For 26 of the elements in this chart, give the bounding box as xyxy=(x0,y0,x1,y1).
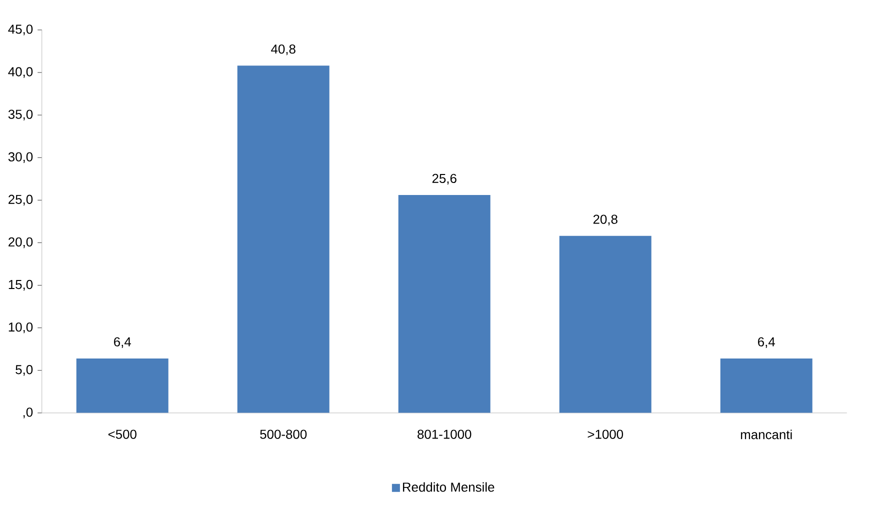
y-tick-label: 10,0 xyxy=(8,322,33,334)
data-label: 6,4 xyxy=(758,337,775,348)
x-tick-label: 500-800 xyxy=(260,430,307,439)
y-tick-label: 5,0 xyxy=(16,365,33,376)
y-tick-label: ,0 xyxy=(23,408,33,418)
data-label: 40,8 xyxy=(271,44,296,56)
x-tick-label: <500 xyxy=(108,430,136,439)
bar xyxy=(237,66,330,413)
legend-label: Reddito Mensile xyxy=(402,482,494,492)
x-tick-label: 801-1000 xyxy=(418,430,472,439)
x-tick-label: mancanti xyxy=(740,430,792,440)
y-tick-label: 35,0 xyxy=(8,110,33,120)
y-tick-label: 30,0 xyxy=(8,152,33,163)
y-tick-label: 20,0 xyxy=(8,237,33,248)
data-label: 25,6 xyxy=(432,174,456,185)
y-tick-label: 15,0 xyxy=(8,280,33,291)
data-label: 20,8 xyxy=(593,214,618,226)
bar xyxy=(559,236,652,413)
y-tick-label: 25,0 xyxy=(8,194,33,206)
x-tick-label: >1000 xyxy=(588,430,624,439)
data-label: 6,4 xyxy=(114,337,131,348)
bar xyxy=(398,195,490,413)
y-tick-label: 45,0 xyxy=(8,24,33,36)
bar xyxy=(76,358,168,413)
y-tick-label: 40,0 xyxy=(8,67,33,78)
bar xyxy=(720,358,812,413)
